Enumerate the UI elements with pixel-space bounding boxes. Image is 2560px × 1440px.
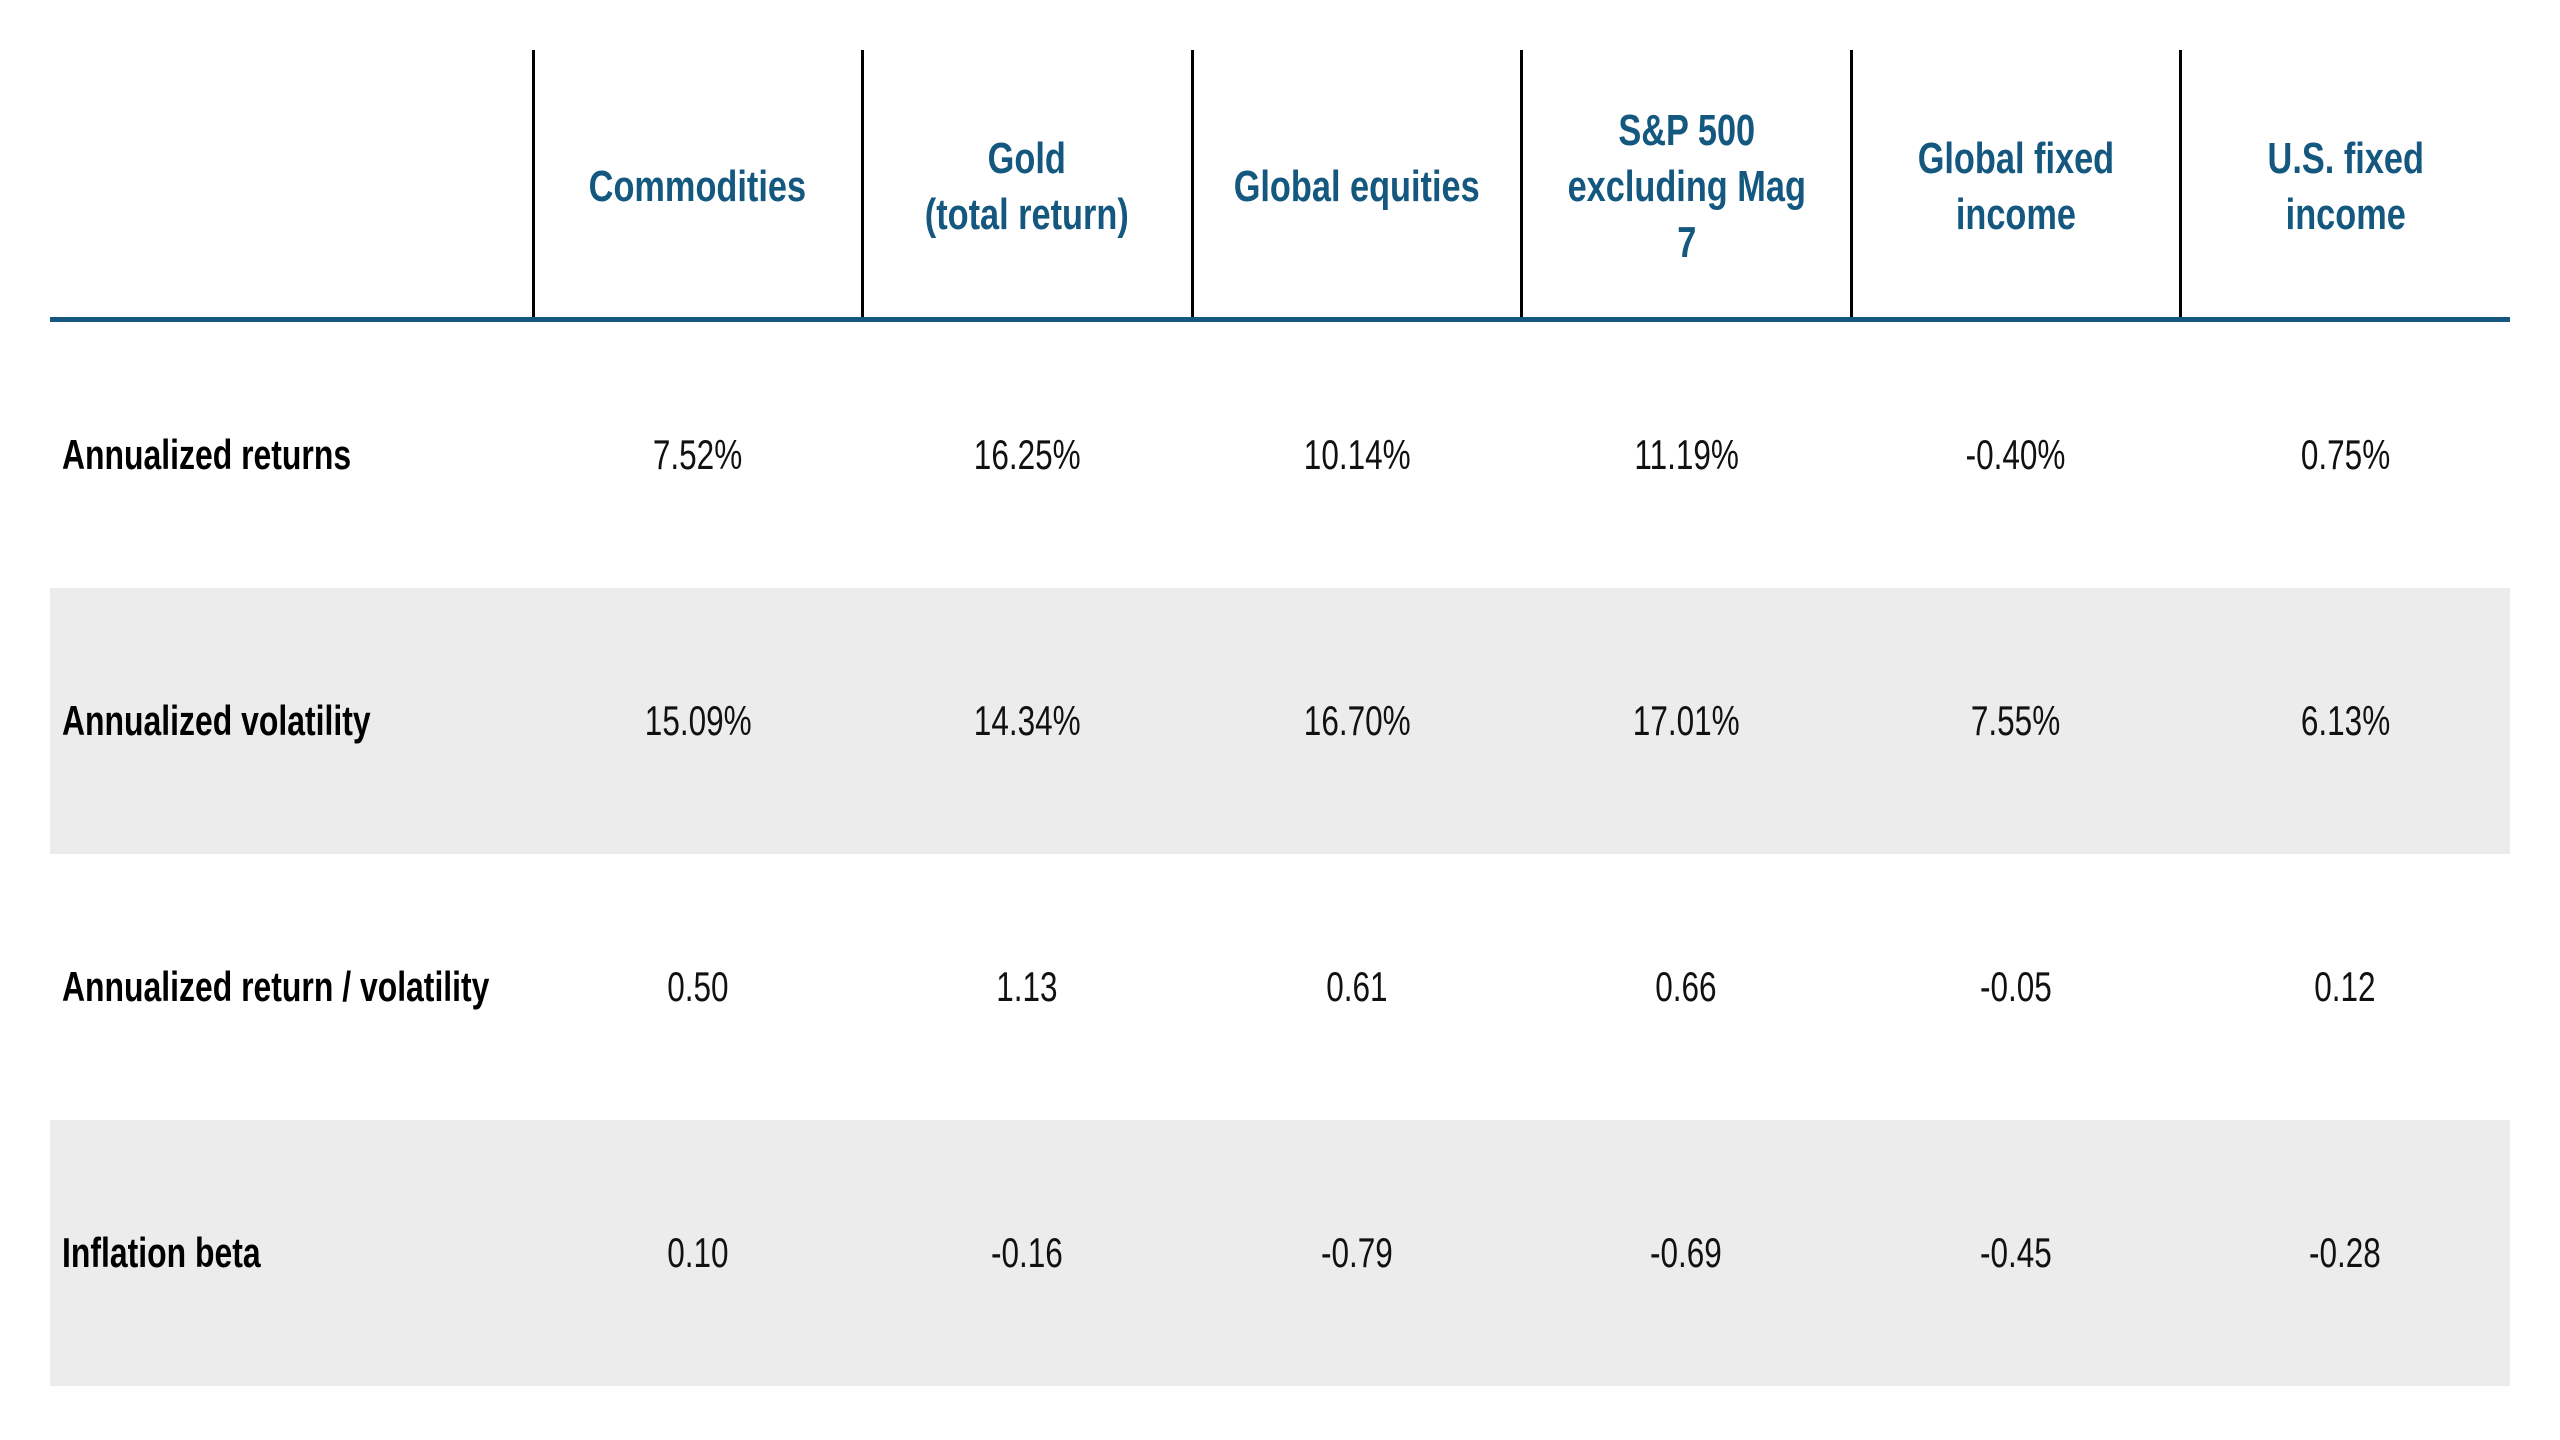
column-header-label: U.S. fixed income: [2267, 134, 2424, 239]
cell-value: 0.12: [2314, 963, 2376, 1010]
row-label: Annualized returns: [62, 431, 352, 478]
cell-value: 14.34%: [973, 697, 1081, 744]
cell-value: 17.01%: [1632, 697, 1740, 744]
table-row-annualized-returns: Annualized returns 7.52% 16.25% 10.14% 1…: [0, 322, 2560, 588]
value-cell-sp500-ex-mag7: 0.66: [1522, 963, 1852, 1011]
value-cell-gold: 1.13: [863, 963, 1193, 1011]
header-empty-corner: [0, 0, 533, 322]
row-stripe: [50, 588, 2510, 854]
cell-value: 0.61: [1326, 963, 1388, 1010]
cell-value: -0.40%: [1965, 431, 2066, 478]
column-header-label: Gold (total return): [925, 134, 1130, 239]
row-label-cell: Inflation beta: [0, 1229, 533, 1277]
column-header-label: Global equities: [1233, 162, 1480, 212]
row-label: Annualized volatility: [62, 697, 371, 744]
value-cell-global-fixed-income: -0.40%: [1851, 431, 2181, 479]
value-cell-global-fixed-income: -0.45: [1851, 1229, 2181, 1277]
column-header-label: Global fixed income: [1917, 134, 2114, 239]
value-cell-global-equities: 0.61: [1192, 963, 1522, 1011]
column-header-global-equities: Global equities: [1190, 0, 1522, 322]
value-cell-us-fixed-income: 0.75%: [2181, 431, 2511, 479]
table-header-row: Commodities Gold (total return) Global e…: [0, 0, 2560, 322]
value-cell-us-fixed-income: 0.12: [2181, 963, 2511, 1011]
column-header-gold-total-return: Gold (total return): [861, 0, 1193, 322]
value-cell-us-fixed-income: -0.28: [2181, 1229, 2511, 1277]
value-cell-sp500-ex-mag7: 17.01%: [1522, 697, 1852, 745]
column-header-global-fixed-income: Global fixed income: [1849, 0, 2181, 322]
row-label-cell: Annualized return / volatility: [0, 963, 533, 1011]
value-cell-sp500-ex-mag7: 11.19%: [1522, 431, 1852, 479]
cell-value: -0.79: [1320, 1229, 1393, 1276]
cell-value: -0.28: [2309, 1229, 2382, 1276]
value-cell-commodities: 7.52%: [533, 431, 863, 479]
value-cell-global-fixed-income: 7.55%: [1851, 697, 2181, 745]
row-label: Annualized return / volatility: [62, 963, 490, 1010]
value-cell-gold: 16.25%: [863, 431, 1193, 479]
cell-value: 15.09%: [644, 697, 752, 744]
cell-value: 0.75%: [2300, 431, 2390, 478]
value-cell-global-fixed-income: -0.05: [1851, 963, 2181, 1011]
row-label-cell: Annualized returns: [0, 431, 533, 479]
column-header-label: Commodities: [589, 162, 807, 212]
value-cell-us-fixed-income: 6.13%: [2181, 697, 2511, 745]
cell-value: -0.16: [991, 1229, 1064, 1276]
table-row-inflation-beta: Inflation beta 0.10 -0.16 -0.79 -0.69 -0…: [0, 1120, 2560, 1386]
cell-value: 16.25%: [973, 431, 1081, 478]
cell-value: 1.13: [996, 963, 1058, 1010]
cell-value: 0.66: [1655, 963, 1717, 1010]
cell-value: 0.10: [667, 1229, 729, 1276]
column-header-sp500-excluding-mag7: S&P 500 excluding Mag 7: [1520, 0, 1852, 322]
cell-value: 6.13%: [2300, 697, 2390, 744]
cell-value: -0.05: [1979, 963, 2052, 1010]
value-cell-global-equities: 10.14%: [1192, 431, 1522, 479]
column-header-label: S&P 500 excluding Mag 7: [1567, 106, 1806, 267]
cell-value: 11.19%: [1633, 431, 1739, 478]
header-underline-rule: [50, 317, 2510, 322]
value-cell-gold: -0.16: [863, 1229, 1193, 1277]
row-label: Inflation beta: [62, 1229, 261, 1276]
value-cell-commodities: 15.09%: [533, 697, 863, 745]
cell-value: -0.45: [1979, 1229, 2052, 1276]
value-cell-global-equities: 16.70%: [1192, 697, 1522, 745]
cell-value: -0.69: [1650, 1229, 1723, 1276]
value-cell-sp500-ex-mag7: -0.69: [1522, 1229, 1852, 1277]
cell-value: 7.55%: [1971, 697, 2061, 744]
value-cell-commodities: 0.50: [533, 963, 863, 1011]
cell-value: 7.52%: [653, 431, 743, 478]
value-cell-commodities: 0.10: [533, 1229, 863, 1277]
table-row-annualized-volatility: Annualized volatility 15.09% 14.34% 16.7…: [0, 588, 2560, 854]
row-label-cell: Annualized volatility: [0, 697, 533, 745]
cell-value: 10.14%: [1303, 431, 1411, 478]
cell-value: 0.50: [667, 963, 729, 1010]
column-header-commodities: Commodities: [531, 0, 863, 322]
column-header-us-fixed-income: U.S. fixed income: [2179, 0, 2511, 322]
value-cell-gold: 14.34%: [863, 697, 1193, 745]
table-row-annualized-return-volatility: Annualized return / volatility 0.50 1.13…: [0, 854, 2560, 1120]
row-stripe: [50, 1120, 2510, 1386]
cell-value: 16.70%: [1303, 697, 1411, 744]
value-cell-global-equities: -0.79: [1192, 1229, 1522, 1277]
